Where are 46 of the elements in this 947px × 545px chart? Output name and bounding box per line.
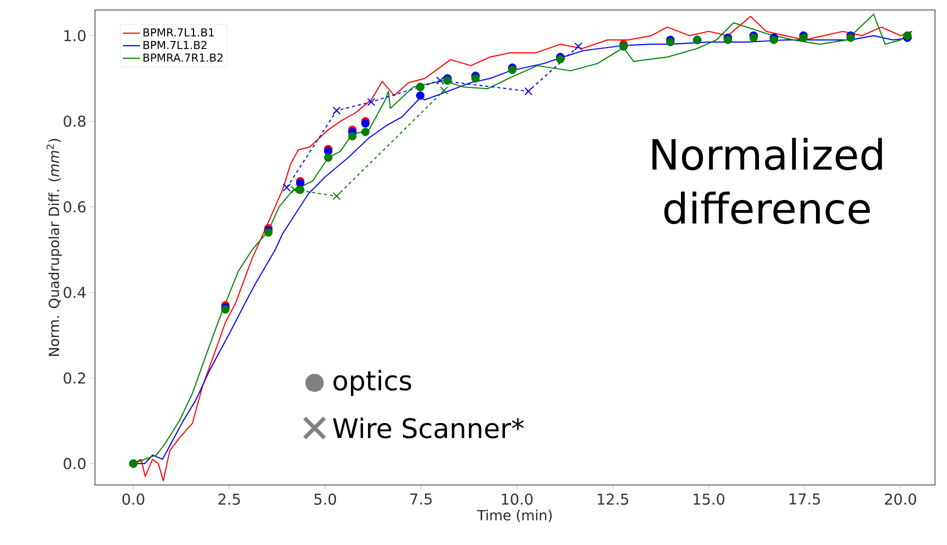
point [749, 34, 758, 42]
point [324, 153, 332, 162]
point [436, 76, 444, 85]
point [416, 91, 424, 100]
y-tick-label: 1.0 [64, 30, 86, 42]
point [367, 98, 376, 106]
x-tick-label: 17.5 [790, 494, 820, 505]
x-tick-label: 12.5 [598, 494, 628, 505]
x-tick-label: 20.0 [884, 494, 916, 505]
point [440, 86, 448, 95]
point [332, 106, 341, 115]
point [290, 186, 299, 194]
point [508, 66, 517, 74]
point [361, 119, 370, 128]
point [770, 36, 778, 44]
x-tick-label: 15.0 [694, 494, 724, 505]
y-tick-label: 0.2 [64, 372, 85, 384]
x-axis-title: Time (min) [477, 510, 552, 522]
x-tick-label: 7.5 [410, 494, 432, 505]
point [524, 87, 533, 96]
y-tick-label: 0.6 [64, 201, 86, 212]
point [296, 186, 304, 194]
legend-label: BPMRA.7R1.B2 [144, 54, 222, 62]
point [556, 55, 564, 64]
y-axis-title: Norm. Quadrupolar Diff. (mm$^{2}$) [46, 138, 62, 356]
x-tick-label: 5.0 [314, 494, 336, 505]
legend-label: BPMR.7L1.B1 [144, 28, 214, 36]
y-tick-label: 0.4 [64, 286, 86, 298]
point [846, 34, 855, 42]
point [361, 128, 370, 136]
annotation: optics [334, 370, 412, 396]
annotation: Wire Scanner* [332, 418, 524, 438]
annotation: Normalized difference [652, 138, 882, 224]
x-tick-label: 10.0 [502, 494, 533, 505]
point [574, 42, 582, 50]
y-tick-label: 0.8 [64, 116, 86, 127]
legend-label: BPM.7L1.B2 [144, 40, 206, 50]
point [799, 34, 808, 42]
x-tick-label: 2.5 [218, 494, 240, 505]
point [282, 184, 291, 192]
point [724, 36, 732, 44]
x-tick-label: 0.0 [122, 494, 144, 505]
point [471, 74, 480, 83]
point [348, 132, 357, 140]
point [332, 192, 341, 200]
y-tick-label: 0.0 [64, 458, 86, 470]
